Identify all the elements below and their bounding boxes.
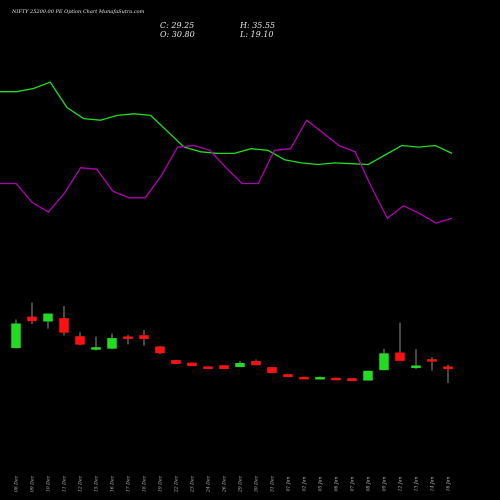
candle xyxy=(315,376,325,380)
candle xyxy=(219,365,229,369)
candle-body xyxy=(379,353,389,371)
x-tick-label: 15 Dec xyxy=(94,475,100,492)
candle-body xyxy=(171,360,181,364)
candle xyxy=(411,349,421,370)
x-tick-label: 12 Jan xyxy=(398,477,404,492)
indicator-line-magenta-line xyxy=(0,119,453,224)
candle-body xyxy=(267,367,277,373)
candles xyxy=(11,302,453,383)
x-tick-label: 17 Dec xyxy=(126,475,132,492)
candle xyxy=(331,377,341,381)
x-tick-label: 08 Jan xyxy=(366,477,372,492)
x-tick-label: 31 Dec xyxy=(270,475,276,492)
candle xyxy=(379,348,389,371)
candle xyxy=(203,365,213,369)
candle-body xyxy=(299,376,309,380)
candle xyxy=(443,364,453,383)
x-tick-label: 16 Dec xyxy=(110,475,116,492)
candle xyxy=(187,362,197,367)
candle-body xyxy=(123,336,133,339)
candle xyxy=(299,376,309,380)
candle-body xyxy=(187,362,197,367)
candle-body xyxy=(139,335,149,339)
x-tick-label: 23 Dec xyxy=(190,475,196,493)
candle-body xyxy=(155,346,165,354)
candle-body xyxy=(91,347,101,350)
candle-body xyxy=(347,378,357,381)
x-tick-label: 09 Jan xyxy=(382,477,388,492)
candle xyxy=(91,336,101,351)
x-tick-label: 01 Jan xyxy=(286,477,292,492)
candle xyxy=(347,378,357,381)
x-tick-label: 24 Dec xyxy=(206,475,212,493)
x-tick-label: 10 Dec xyxy=(46,475,52,492)
x-tick-label: 18 Dec xyxy=(142,475,148,492)
candle-body xyxy=(11,323,21,349)
candle-body xyxy=(235,362,245,368)
candle xyxy=(155,345,165,355)
candle xyxy=(363,370,373,381)
candle-body xyxy=(219,365,229,369)
open-value: O: 30.80 xyxy=(160,30,195,39)
candle xyxy=(11,319,21,349)
high-value: H: 35.55 xyxy=(239,21,275,30)
candle xyxy=(251,359,261,366)
candle xyxy=(395,322,405,361)
x-tick-label: 26 Dec xyxy=(222,475,228,493)
x-axis-labels: 08 Dec 09 Dec 10 Dec 11 Dec 12 Dec 15 Dec 16 D… xyxy=(14,475,452,493)
x-tick-label: 16 Jan xyxy=(446,477,452,492)
x-tick-label: 12 Dec xyxy=(78,475,84,492)
candle xyxy=(427,357,437,371)
x-tick-label: 11 Dec xyxy=(62,475,68,492)
candle-body xyxy=(251,361,261,366)
x-tick-label: 30 Dec xyxy=(254,475,260,492)
candle-body xyxy=(363,370,373,381)
indicator-lines xyxy=(0,81,453,224)
candle-body xyxy=(59,318,69,333)
candle-body xyxy=(411,365,421,369)
candle xyxy=(171,360,181,364)
x-tick-label: 07 Jan xyxy=(350,477,356,492)
candle xyxy=(123,334,133,345)
x-tick-label: 09 Dec xyxy=(30,475,36,492)
x-tick-label: 19 Dec xyxy=(158,475,164,492)
candle xyxy=(43,313,53,329)
candle-body xyxy=(395,352,405,361)
candle-body xyxy=(331,377,341,381)
candle xyxy=(75,332,85,346)
x-tick-label: 14 Jan xyxy=(430,477,436,492)
low-value: L: 19.10 xyxy=(239,30,273,39)
candle xyxy=(107,333,117,350)
indicator-line-green-line xyxy=(0,81,453,166)
x-tick-label: 06 Jan xyxy=(334,477,340,492)
candle-body xyxy=(75,336,85,345)
candle xyxy=(59,306,69,336)
x-tick-label: 05 Jan xyxy=(318,477,324,492)
candle-body xyxy=(443,366,453,370)
candle xyxy=(267,367,277,373)
x-tick-label: 08 Dec xyxy=(14,475,20,492)
candle-body xyxy=(27,316,37,322)
x-tick-label: 13 Jan xyxy=(414,477,420,492)
close-value: C: 29.25 xyxy=(160,21,194,30)
candle-body xyxy=(43,313,53,322)
x-tick-label: 22 Dec xyxy=(174,475,180,493)
candle xyxy=(235,360,245,368)
candle xyxy=(27,302,37,325)
candle-body xyxy=(203,366,213,369)
candle-body xyxy=(283,374,293,377)
candle-body xyxy=(107,338,117,349)
candle xyxy=(283,374,293,377)
candle-body xyxy=(315,377,325,380)
chart-title: NIFTY 25200.00 PE Option Chart MunafaSut… xyxy=(11,9,145,15)
x-tick-label: 29 Dec xyxy=(238,475,244,493)
candle xyxy=(139,330,149,346)
x-tick-label: 02 Jan xyxy=(302,477,308,492)
candle-body xyxy=(427,359,437,362)
